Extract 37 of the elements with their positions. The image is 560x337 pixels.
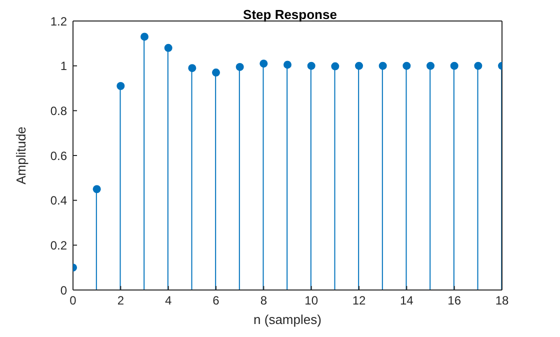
y-tick-label: 0.2 [50,238,68,252]
point [92,185,101,194]
y-tick-label: 0.8 [50,104,68,118]
y-tick-label: 0 [60,283,68,298]
point [355,62,363,70]
x-axis-title: n (samples) [254,312,322,327]
point [378,62,387,70]
point [212,68,220,77]
point [260,60,268,68]
point [284,60,292,69]
y-tick-label: 1 [60,59,68,74]
chart-title: Step Response [242,7,338,22]
point [450,62,458,70]
point [331,62,340,70]
x-tick-label: 14 [400,294,414,308]
x-tick-label: 6 [212,294,220,308]
x-tick-label: 0 [70,294,77,308]
x-tick-label: 18 [495,294,509,308]
y-tick-label: 0.4 [50,194,68,208]
point [474,62,482,70]
point [188,64,196,72]
x-tick-label: 16 [448,294,462,308]
point [116,82,125,90]
y-tick-label: 0.6 [50,148,68,163]
x-tick-label: 4 [164,294,172,308]
point [164,44,172,52]
x-tick-label: 8 [260,294,268,308]
x-tick-label: 2 [117,294,124,308]
point [236,62,244,71]
y-axis-title: Amplitude [14,126,29,184]
point [307,62,316,70]
point [402,62,411,70]
x-tick-label: 10 [304,294,318,308]
x-tick-label: 12 [352,294,366,308]
point [140,32,148,41]
point [426,62,434,70]
y-tick-label: 1.2 [50,14,68,28]
